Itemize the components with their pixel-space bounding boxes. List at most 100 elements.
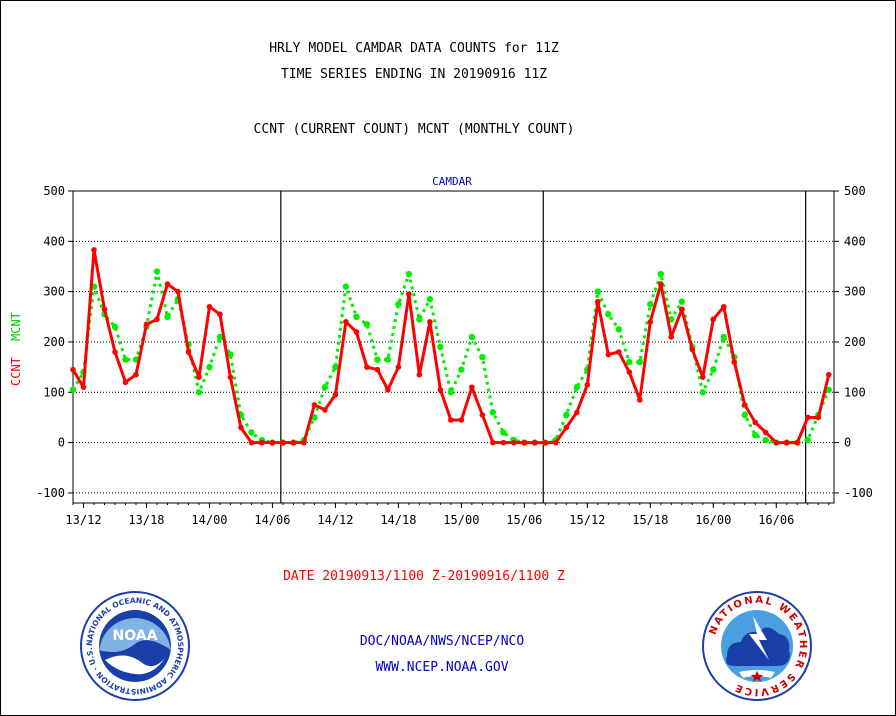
data-point-ccnt	[731, 359, 738, 365]
data-point-mcnt	[615, 326, 623, 333]
data-point-ccnt	[238, 424, 244, 431]
data-point-mcnt	[668, 316, 675, 323]
data-point-ccnt	[353, 329, 360, 335]
data-point-mcnt	[468, 333, 476, 341]
data-point-ccnt	[479, 412, 486, 418]
data-point-ccnt	[825, 371, 832, 378]
data-point-ccnt	[448, 417, 454, 423]
data-point-mcnt	[384, 356, 392, 363]
data-point-ccnt	[101, 306, 108, 313]
data-point-mcnt	[227, 351, 234, 358]
series-layer	[69, 247, 832, 446]
data-point-ccnt	[521, 439, 528, 446]
data-point-ccnt	[584, 381, 591, 388]
data-point-mcnt	[342, 283, 350, 290]
data-point-mcnt	[321, 384, 329, 391]
data-point-ccnt	[595, 298, 601, 305]
data-point-ccnt	[343, 319, 349, 325]
data-point-mcnt	[594, 288, 602, 295]
data-point-ccnt	[227, 374, 234, 380]
data-point-mcnt	[500, 429, 507, 436]
data-point-ccnt	[112, 349, 118, 355]
x-tick-label: 15/12	[569, 513, 605, 527]
data-point-ccnt	[196, 374, 202, 380]
series-ccnt	[70, 247, 832, 446]
y-tick-label-right: 400	[844, 234, 866, 248]
data-point-mcnt	[752, 431, 759, 439]
data-point-mcnt	[573, 384, 581, 391]
y-tick-label-right: 300	[844, 285, 866, 299]
data-point-mcnt	[447, 389, 455, 396]
data-point-ccnt	[542, 439, 549, 446]
data-point-ccnt	[364, 364, 370, 370]
y-tick-label-right: -100	[844, 486, 873, 500]
data-point-ccnt	[185, 349, 192, 355]
data-point-ccnt	[269, 439, 276, 446]
y-tick-label-right: 0	[844, 436, 851, 450]
y-axis-right: -100 0 100 200 300 400 500	[834, 184, 873, 500]
panel-title: CAMDAR	[432, 175, 472, 188]
data-point-mcnt	[437, 343, 444, 351]
data-point-ccnt	[175, 288, 181, 295]
data-point-ccnt	[720, 303, 727, 310]
y-tick-label-right: 500	[844, 184, 866, 198]
y-tick-label-left: 400	[43, 234, 65, 248]
data-point-mcnt	[647, 301, 654, 308]
data-point-ccnt	[416, 371, 423, 378]
data-point-mcnt	[804, 436, 811, 444]
data-point-ccnt	[133, 371, 139, 378]
ylabel-mcnt: MCNT	[9, 312, 23, 341]
data-point-ccnt	[374, 366, 381, 373]
y-tick-label-right: 100	[844, 385, 866, 399]
data-point-mcnt	[122, 356, 129, 363]
data-point-ccnt	[395, 364, 402, 370]
data-point-ccnt	[689, 346, 696, 353]
website-link[interactable]: WWW.NCEP.NOAA.GOV	[375, 660, 508, 675]
data-point-mcnt	[678, 298, 685, 305]
data-point-ccnt	[553, 439, 559, 446]
data-point-mcnt	[111, 323, 119, 331]
data-point-mcnt	[153, 268, 161, 275]
data-point-ccnt	[311, 402, 318, 408]
chart-title-line1: HRLY MODEL CAMDAR DATA COUNTS for 11Z	[269, 41, 559, 56]
chart-title-line2: TIME SERIES ENDING IN 20190916 11Z	[281, 67, 547, 82]
data-point-ccnt	[490, 439, 496, 446]
data-point-mcnt	[332, 363, 339, 371]
nws-logo: NATIONAL WEATHER SERVICE	[702, 591, 812, 701]
noaa-logo: NATIONAL OCEANIC AND ATMOSPHERIC ADMINIS…	[80, 591, 190, 701]
data-point-mcnt	[395, 301, 402, 308]
y-tick-label-right: 200	[844, 335, 866, 349]
y-tick-label-left: 0	[58, 436, 65, 450]
data-point-ccnt	[290, 439, 297, 446]
data-point-ccnt	[143, 321, 150, 328]
data-point-ccnt	[616, 349, 622, 355]
data-point-ccnt	[301, 439, 307, 446]
data-point-ccnt	[605, 351, 612, 358]
data-point-mcnt	[563, 411, 570, 419]
ylabel-ccnt: CCNT	[9, 357, 23, 386]
data-point-mcnt	[416, 316, 423, 323]
data-point-ccnt	[752, 419, 759, 426]
data-point-mcnt	[248, 429, 255, 436]
data-point-mcnt	[762, 436, 769, 444]
data-point-mcnt	[605, 311, 612, 318]
data-point-ccnt	[280, 439, 286, 446]
data-point-mcnt	[405, 270, 413, 278]
y-tick-label-left: 200	[43, 335, 65, 349]
x-tick-label: 15/00	[443, 513, 479, 527]
x-tick-label: 14/12	[317, 513, 353, 527]
date-range-label: DATE 20190913/1100 Z-20190916/1100 Z	[283, 569, 565, 584]
data-point-mcnt	[825, 386, 832, 393]
data-point-ccnt	[699, 374, 706, 380]
x-tick-label: 15/06	[506, 513, 542, 527]
data-point-mcnt	[741, 411, 748, 419]
x-tick-label: 16/00	[695, 513, 731, 527]
plot-border	[72, 190, 835, 504]
data-point-ccnt	[217, 311, 223, 318]
data-point-mcnt	[426, 295, 434, 303]
data-point-mcnt	[206, 363, 213, 371]
chart-subtitle: CCNT (CURRENT COUNT) MCNT (MONTHLY COUNT…	[254, 122, 575, 137]
data-point-ccnt	[794, 439, 801, 446]
data-point-ccnt	[154, 316, 160, 323]
data-point-mcnt	[353, 313, 360, 321]
